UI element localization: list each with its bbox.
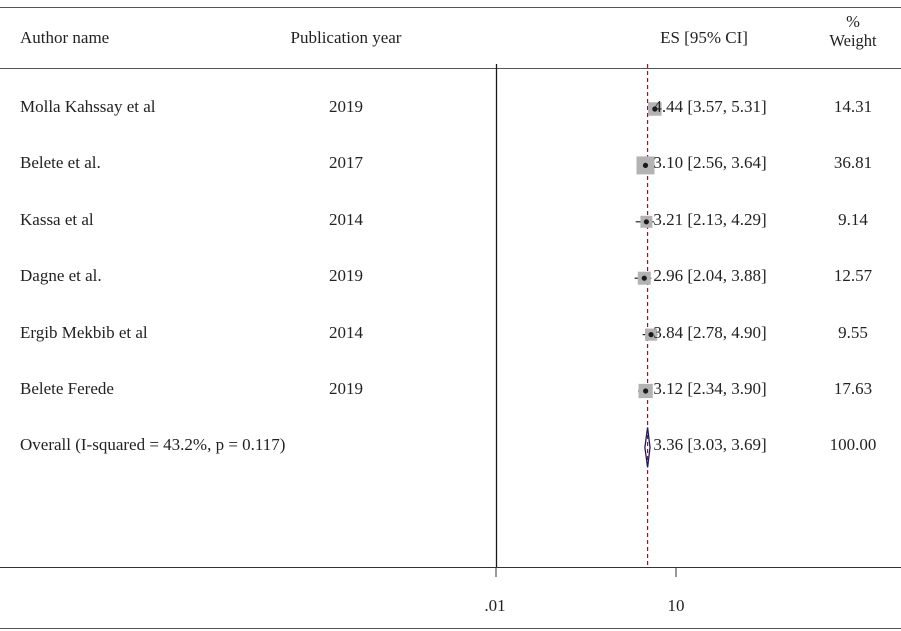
overall-label: Overall (I-squared = 43.2%, p = 0.117)	[20, 435, 286, 455]
study-weight: 9.55	[838, 322, 868, 342]
study-year: 2019	[329, 266, 363, 286]
header-weight-symbol: %	[846, 12, 860, 31]
study-point	[643, 219, 649, 225]
study-year: 2014	[329, 209, 363, 229]
study-year: 2014	[329, 322, 363, 342]
study-author: Kassa et al	[20, 209, 94, 229]
study-weight: 14.31	[833, 97, 873, 116]
overall-es-ci: 3.36 [3.03, 3.69]	[653, 435, 767, 455]
header-weight: % Weight	[829, 12, 876, 50]
study-year: 2017	[329, 153, 363, 173]
study-author: Dagne et al.	[20, 266, 102, 286]
header-author: Author name	[20, 28, 110, 47]
study-es-ci: 3.84 [2.78, 4.90]	[653, 322, 767, 342]
study-point	[648, 332, 654, 338]
study-es-ci: 3.12 [2.34, 3.90]	[653, 379, 767, 398]
study-weight: 36.81	[833, 153, 873, 173]
study-es-ci: 2.96 [2.04, 3.88]	[653, 266, 767, 286]
header-year: Publication year	[290, 28, 402, 47]
study-author: Molla Kahssay et al	[20, 97, 156, 116]
header-weight-label: Weight	[829, 31, 877, 50]
study-point	[641, 275, 647, 281]
study-author: Belete et al.	[20, 153, 101, 173]
overall-diamond	[644, 427, 651, 468]
x-tick-label-1: 10	[667, 596, 685, 615]
study-point	[652, 106, 658, 112]
header-es: ES [95% CI]	[660, 28, 748, 47]
overall-weight: 100.00	[829, 435, 877, 455]
study-es-ci: 3.10 [2.56, 3.64]	[653, 153, 767, 173]
x-tick-label-0: .01	[484, 596, 506, 615]
study-author: Ergib Mekbib et al	[20, 322, 148, 342]
study-weight: 9.14	[838, 209, 868, 229]
study-year: 2019	[329, 379, 363, 398]
study-author: Belete Ferede	[20, 379, 114, 398]
study-point	[643, 388, 649, 394]
study-year: 2019	[329, 97, 363, 116]
study-weight: 17.63	[833, 379, 873, 398]
study-es-ci: 4.44 [3.57, 5.31]	[653, 97, 767, 116]
study-es-ci: 3.21 [2.13, 4.29]	[653, 209, 767, 229]
study-weight: 12.57	[833, 266, 873, 286]
study-point	[642, 162, 649, 168]
